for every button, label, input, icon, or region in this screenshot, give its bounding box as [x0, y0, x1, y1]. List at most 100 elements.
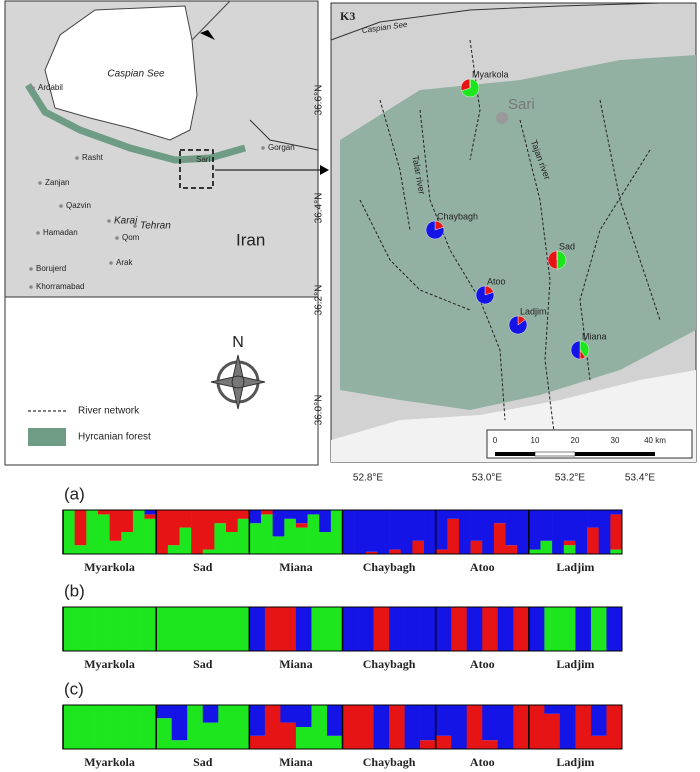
population-label: Miana: [279, 755, 312, 769]
lat-label: 36.4°N: [314, 193, 325, 224]
scale-label: 0: [493, 436, 498, 445]
site-label: Chaybagh: [437, 211, 478, 221]
place-label: Tehran: [140, 221, 171, 232]
panel-label: (a): [64, 484, 85, 503]
place-label: Borujerd: [36, 264, 66, 273]
city-dot: [29, 285, 33, 289]
ancestry-bar: [121, 532, 134, 554]
ancestry-bar: [249, 705, 266, 736]
ancestry-bar: [458, 510, 471, 554]
population-label: Sad: [193, 755, 213, 769]
ancestry-bar: [610, 514, 623, 550]
ancestry-bar: [420, 705, 436, 741]
city-marker: [496, 112, 508, 124]
ancestry-bar: [435, 735, 452, 749]
ancestry-bar: [389, 510, 402, 550]
panel-label: (c): [64, 679, 84, 698]
ancestry-bar: [272, 510, 285, 537]
ancestry-bar: [249, 607, 266, 651]
ancestry-bar: [109, 510, 122, 541]
place-label: Qazvin: [66, 201, 91, 210]
ancestry-bar: [156, 705, 172, 719]
ancestry-bar: [94, 607, 110, 651]
ancestry-bar: [218, 705, 235, 749]
ancestry-bar: [587, 510, 600, 528]
ancestry-bar: [295, 510, 308, 524]
ancestry-bar: [295, 527, 308, 554]
scale-label: 10: [531, 436, 540, 445]
population-label: Atoo: [470, 560, 495, 574]
ancestry-bar: [97, 514, 110, 554]
ancestry-bar: [280, 722, 297, 749]
legend-label: River network: [78, 406, 140, 417]
ancestry-bar: [226, 532, 238, 554]
ancestry-bar: [109, 705, 126, 749]
lat-label: 36.2°N: [314, 285, 325, 316]
ancestry-bar: [202, 510, 215, 550]
ancestry-bar: [447, 518, 460, 554]
ancestry-bar: [540, 510, 553, 541]
lat-label: 36.6°N: [314, 85, 325, 116]
ancestry-bar: [451, 705, 468, 749]
arrow-head: [320, 165, 329, 175]
ancestry-bar: [132, 510, 145, 554]
ancestry-bar: [171, 740, 188, 749]
rivers: [359, 39, 661, 441]
ancestry-bar: [482, 607, 499, 651]
scale-bar: [534, 451, 576, 457]
ancestry-bar: [435, 549, 448, 554]
population-label: Myarkola: [84, 560, 135, 574]
ancestry-bar: [63, 607, 79, 651]
ancestry-bar: [517, 510, 530, 554]
lon-label: 53.4°E: [625, 473, 655, 484]
ancestry-bar: [284, 510, 297, 519]
ancestry-bar: [587, 527, 600, 554]
ancestry-bar: [264, 607, 281, 651]
ancestry-bar: [125, 607, 141, 651]
ancestry-bar: [420, 607, 436, 651]
ancestry-bar: [326, 735, 343, 749]
ancestry-bar: [249, 523, 262, 554]
ancestry-bar: [482, 705, 499, 741]
ancestry-bar: [109, 607, 126, 651]
place-label: Karaj: [114, 216, 138, 227]
place-label: Ardabil: [38, 83, 63, 92]
north-label: N: [232, 334, 244, 351]
place-label: Zanjan: [45, 178, 69, 187]
arrow-head: [200, 30, 215, 40]
ancestry-bar: [435, 705, 452, 736]
site-label: Sad: [559, 241, 575, 251]
population-label: Atoo: [470, 657, 495, 671]
ancestry-bar: [435, 607, 452, 651]
ancestry-bar: [326, 705, 343, 736]
ancestry-bar: [319, 510, 332, 532]
place-label: Arak: [116, 258, 133, 267]
ancestry-bar: [590, 607, 607, 651]
ancestry-bar: [78, 607, 95, 651]
ancestry-bar: [233, 607, 250, 651]
place-label: Sari: [196, 155, 210, 164]
city-dot: [261, 146, 265, 150]
place-label: Rasht: [82, 153, 104, 162]
ancestry-bar: [121, 510, 134, 532]
ancestry-bar: [295, 523, 308, 528]
ancestry-bar: [544, 713, 561, 749]
pie-slice: [579, 340, 590, 358]
ancestry-bar: [97, 510, 110, 515]
ancestry-bar: [513, 607, 530, 651]
ancestry-bar: [563, 545, 576, 554]
ancestry-bar: [400, 510, 413, 554]
ancestry-bar: [606, 705, 623, 749]
population-label: Myarkola: [84, 755, 135, 769]
ancestry-bar: [311, 607, 328, 651]
ancestry-bar: [249, 510, 262, 524]
ancestry-bar: [86, 510, 99, 554]
scale-label: 20: [571, 436, 580, 445]
ancestry-bar: [280, 607, 297, 651]
ancestry-bar: [342, 705, 359, 749]
ancestry-bar: [493, 523, 506, 554]
ancestry-bar: [167, 510, 180, 546]
pie-slice: [547, 250, 558, 270]
ancestry-bar: [171, 705, 188, 741]
